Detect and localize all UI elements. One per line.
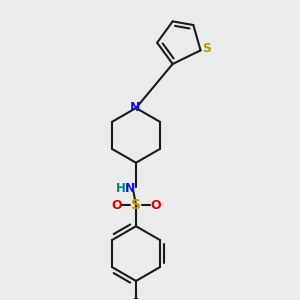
Text: S: S — [131, 198, 141, 212]
Text: N: N — [125, 182, 136, 195]
Text: O: O — [150, 199, 160, 212]
Text: H: H — [116, 182, 126, 195]
Text: N: N — [130, 101, 141, 114]
Text: O: O — [111, 199, 122, 212]
Text: S: S — [202, 42, 211, 55]
